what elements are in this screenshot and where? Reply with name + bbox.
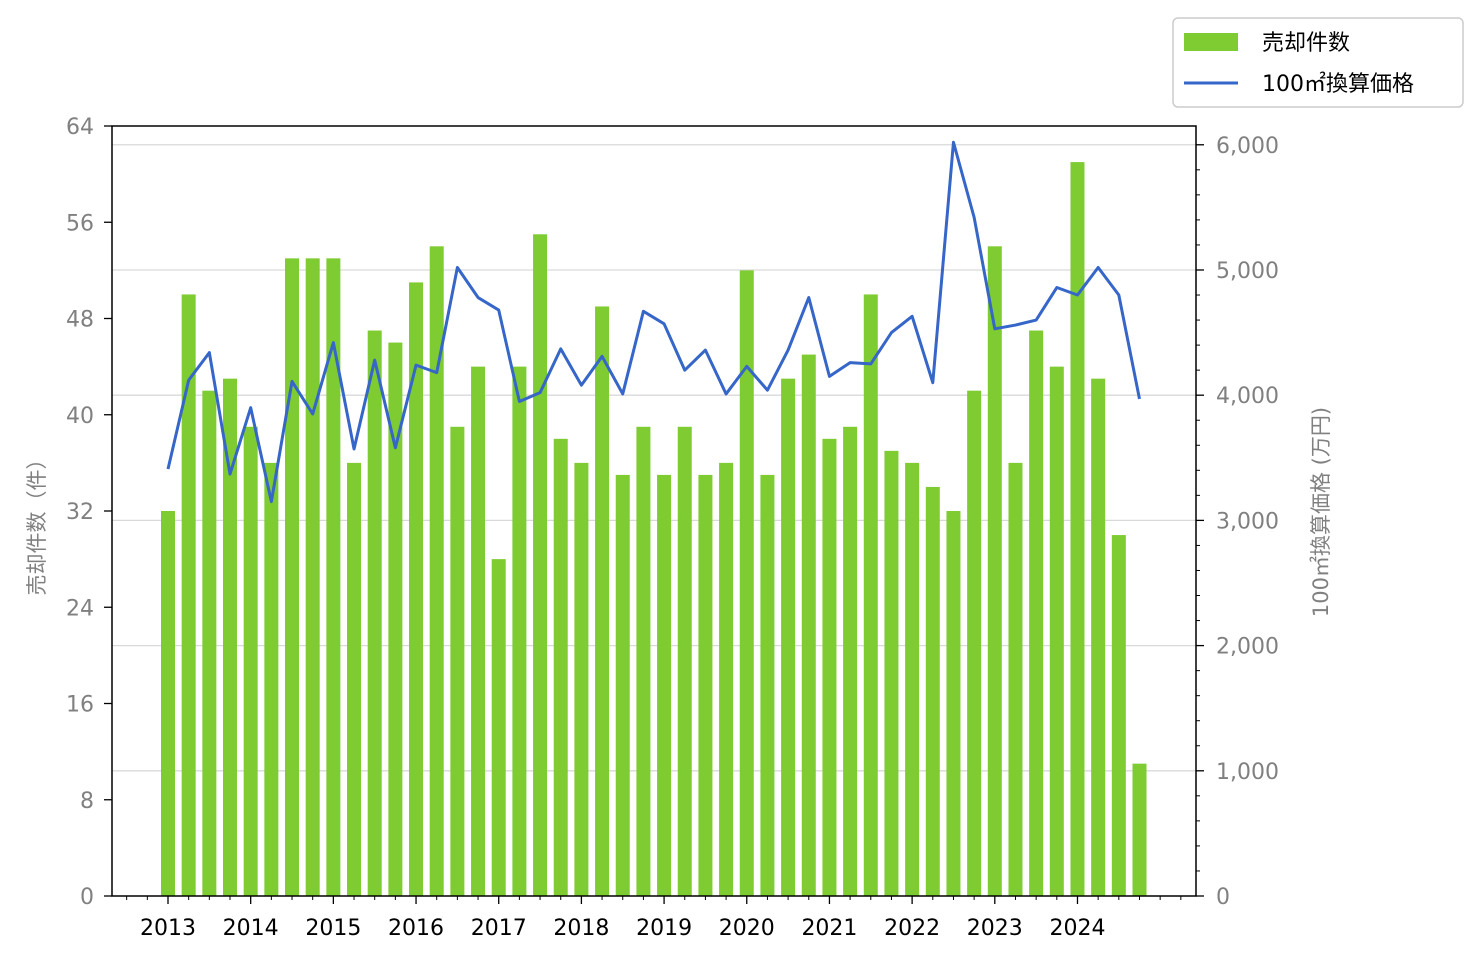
legend-label-bar: 売却件数 — [1262, 31, 1350, 56]
bar-2016Q4 — [471, 366, 486, 896]
legend-box — [1172, 17, 1464, 108]
y-left-tick-label: 8 — [80, 789, 94, 814]
y-left-tick-label: 0 — [80, 885, 94, 910]
axis-ticks: 0 8 16 24 32 40 48 56 64 0 1,000 2,000 3,000 4,000 5,0… — [66, 115, 1279, 941]
bar-2019Q3 — [698, 474, 713, 896]
bar-2013Q1 — [161, 511, 175, 896]
x-tick-label: 2013 — [140, 916, 196, 941]
bar-series — [161, 162, 1147, 896]
y-right-tick-label: 5,000 — [1216, 259, 1279, 284]
bar-2019Q1 — [657, 474, 672, 896]
bar-2021Q1 — [822, 438, 837, 896]
bar-2022Q3 — [946, 511, 961, 896]
legend: 売却件数 100㎡換算価格 — [1172, 17, 1464, 108]
x-tick-label: 2016 — [388, 916, 444, 941]
bar-2018Q1 — [574, 462, 589, 896]
bar-2017Q2 — [512, 366, 527, 896]
y-left-tick-label: 56 — [66, 211, 94, 236]
bar-2016Q1 — [409, 282, 424, 896]
bar-2014Q4 — [305, 258, 320, 896]
legend-swatch-bar — [1184, 33, 1238, 51]
bar-2017Q1 — [491, 559, 506, 896]
bar-2019Q4 — [719, 462, 734, 896]
line-series — [166, 140, 1141, 504]
x-tick-label: 2018 — [553, 916, 609, 941]
bar-2023Q2 — [1008, 462, 1023, 896]
bar-2014Q1 — [243, 426, 258, 896]
y-axis-left-label: 売却件数（件） — [25, 449, 49, 596]
bar-2014Q2 — [264, 462, 279, 896]
bar-2024Q3 — [1111, 535, 1126, 896]
bar-2022Q4 — [967, 390, 982, 896]
y-right-tick-label: 2,000 — [1216, 635, 1279, 660]
bar-2013Q3 — [202, 390, 217, 896]
y-left-tick-label: 64 — [66, 115, 94, 140]
y-right-tick-label: 1,000 — [1216, 760, 1279, 785]
y-left-tick-label: 24 — [66, 596, 94, 621]
bar-2024Q4 — [1132, 763, 1147, 896]
x-tick-label: 2014 — [223, 916, 279, 941]
bar-2024Q2 — [1091, 378, 1106, 896]
bar-2023Q4 — [1049, 366, 1064, 896]
bar-2020Q2 — [760, 474, 775, 896]
bar-2017Q4 — [553, 438, 568, 896]
bar-2023Q1 — [987, 246, 1002, 896]
bar-2017Q3 — [533, 234, 548, 896]
y-right-tick-label: 3,000 — [1216, 509, 1279, 534]
legend-label-line: 100㎡換算価格 — [1262, 71, 1414, 97]
bar-2018Q3 — [615, 474, 630, 896]
y-left-tick-label: 40 — [66, 404, 94, 429]
bar-2016Q3 — [450, 426, 465, 896]
bar-2018Q4 — [636, 426, 651, 896]
y-right-tick-label: 0 — [1216, 885, 1230, 910]
x-tick-label: 2019 — [636, 916, 692, 941]
x-tick-label: 2024 — [1049, 916, 1105, 941]
y-axis-right-label: 100㎡換算価格 (万円) — [1309, 407, 1333, 617]
bar-2018Q2 — [595, 306, 610, 896]
bar-2013Q4 — [223, 378, 238, 896]
y-left-tick-label: 48 — [66, 308, 94, 333]
y-right-tick-label: 4,000 — [1216, 384, 1279, 409]
y-left-tick-label: 32 — [66, 500, 94, 525]
bar-2022Q2 — [925, 486, 940, 896]
y-right-tick-label: 6,000 — [1216, 134, 1279, 159]
price-line — [166, 140, 1141, 504]
x-tick-label: 2023 — [967, 916, 1023, 941]
y-left-tick-label: 16 — [66, 693, 94, 718]
bar-2020Q4 — [801, 354, 816, 896]
bar-2016Q2 — [429, 246, 444, 896]
bar-2022Q1 — [905, 462, 920, 896]
bar-2019Q2 — [677, 426, 692, 896]
bar-2020Q1 — [739, 270, 754, 896]
bar-2015Q3 — [367, 330, 382, 896]
bar-2021Q4 — [884, 450, 899, 896]
x-tick-label: 2015 — [305, 916, 361, 941]
x-tick-label: 2020 — [719, 916, 775, 941]
bar-2013Q2 — [181, 294, 196, 896]
bar-2014Q3 — [285, 258, 300, 896]
bar-2015Q2 — [347, 462, 362, 896]
bar-2015Q1 — [326, 258, 341, 896]
x-tick-label: 2017 — [471, 916, 527, 941]
bar-2021Q2 — [843, 426, 858, 896]
x-tick-label: 2022 — [884, 916, 940, 941]
bar-2021Q3 — [863, 294, 878, 896]
x-tick-label: 2021 — [801, 916, 857, 941]
bar-2020Q3 — [781, 378, 796, 896]
bar-2023Q3 — [1029, 330, 1044, 896]
bar-2015Q4 — [388, 342, 403, 896]
bar-2024Q1 — [1070, 162, 1085, 896]
